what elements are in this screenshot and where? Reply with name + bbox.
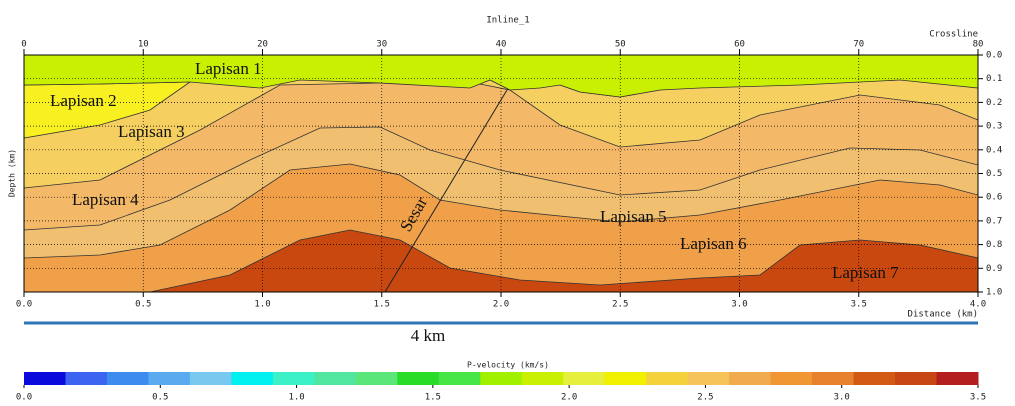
colorbar-cell [895, 372, 938, 385]
colorbar-cell [106, 372, 149, 385]
y-tick-label: 0.2 [986, 98, 1002, 108]
colorbar-cell [65, 372, 108, 385]
colorbar-cell [189, 372, 232, 385]
colorbar-tick-label: 1.0 [288, 393, 304, 403]
colorbar-cell [812, 372, 855, 385]
colorbar-cell [729, 372, 772, 385]
x-tick-label: 2.0 [493, 300, 509, 310]
annotation: Lapisan 7 [832, 263, 899, 282]
annotation: Lapisan 6 [680, 234, 747, 253]
y-tick-label: 0.8 [986, 240, 1002, 250]
x2-tick-label: 50 [615, 40, 626, 50]
x-tick-label: 4.0 [970, 300, 986, 310]
colorbar-tick-label: 2.5 [697, 393, 713, 403]
colorbar-cell [936, 372, 979, 385]
colorbar-tick-label: 0.5 [152, 393, 168, 403]
colorbar-label: P-velocity (km/s) [467, 361, 549, 370]
y-tick-label: 0.4 [986, 145, 1002, 155]
y-tick-label: 0.5 [986, 169, 1002, 179]
colorbar-tick-label: 1.5 [425, 393, 441, 403]
colorbar-cell [314, 372, 357, 385]
x2-tick-label: 10 [138, 40, 149, 50]
y-tick-label: 0.3 [986, 122, 1002, 132]
x-tick-label: 1.0 [254, 300, 270, 310]
x2-tick-label: 30 [376, 40, 387, 50]
y-tick-label: 0.1 [986, 74, 1002, 84]
x-tick-label: 1.5 [374, 300, 390, 310]
colorbar-cell [521, 372, 564, 385]
colorbar-cell [438, 372, 481, 385]
colorbar-cell [563, 372, 606, 385]
scale-bar-label: 4 km [411, 326, 445, 345]
y-tick-label: 0.7 [986, 216, 1002, 226]
x2-tick-label: 80 [973, 40, 984, 50]
x-tick-label: 0.0 [16, 300, 32, 310]
y-tick-label: 0.6 [986, 193, 1002, 203]
y-tick-label: 1.0 [986, 288, 1002, 298]
colorbar-cell [853, 372, 896, 385]
colorbar-cell [231, 372, 274, 385]
x2-axis-label: Crossline [929, 30, 978, 40]
colorbar-cell [397, 372, 440, 385]
annotation: Lapisan 1 [195, 59, 262, 78]
annotation: Lapisan 2 [50, 91, 117, 110]
colorbar-cell [646, 372, 689, 385]
colorbar-cell [355, 372, 398, 385]
x2-tick-label: 20 [257, 40, 268, 50]
colorbar-cell [272, 372, 315, 385]
colorbar-tick-label: 2.0 [561, 393, 577, 403]
colorbar-cell [604, 372, 647, 385]
y-tick-label: 0.9 [986, 264, 1002, 274]
x2-tick-label: 60 [734, 40, 745, 50]
colorbar-tick-label: 0.0 [16, 393, 32, 403]
colorbar-tick-label: 3.0 [834, 393, 850, 403]
chart-title: Inline_1 [486, 16, 529, 26]
colorbar-cell [770, 372, 813, 385]
x-tick-label: 3.0 [731, 300, 747, 310]
colorbar-cell [480, 372, 523, 385]
colorbar-cell [687, 372, 730, 385]
colorbar-cell [148, 372, 191, 385]
colorbar-cell [24, 372, 66, 385]
annotation: Lapisan 5 [600, 207, 667, 226]
x2-tick-label: 40 [496, 40, 507, 50]
y-tick-label: 0.0 [986, 51, 1002, 61]
fault-line [384, 89, 508, 293]
x-tick-label: 0.5 [135, 300, 151, 310]
x-tick-label: 3.5 [851, 300, 867, 310]
colorbar-tick-label: 3.5 [970, 393, 986, 403]
x-tick-label: 2.5 [612, 300, 628, 310]
x2-tick-label: 0 [21, 40, 26, 50]
x2-tick-label: 70 [853, 40, 864, 50]
annotation: Lapisan 3 [118, 122, 185, 141]
x-axis-label: Distance (km) [908, 310, 978, 320]
layer-7 [149, 229, 979, 293]
annotation: Lapisan 4 [72, 190, 139, 209]
y-axis-label: Depth (km) [8, 149, 17, 197]
